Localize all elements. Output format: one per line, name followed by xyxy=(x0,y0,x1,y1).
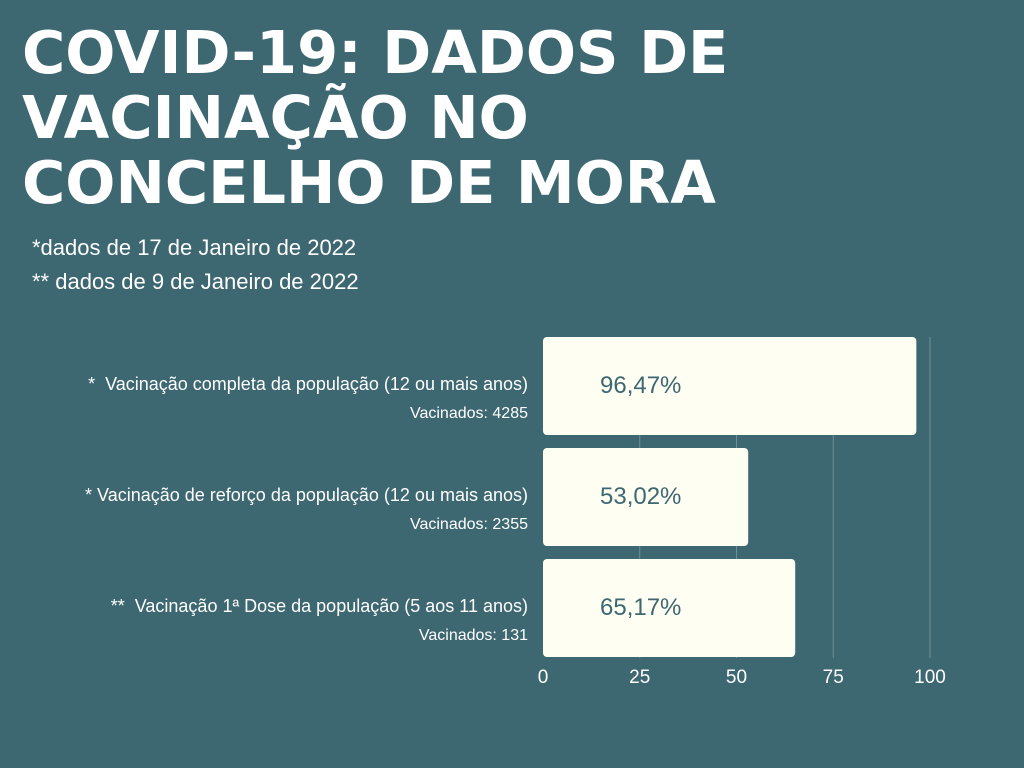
x-tick-label: 50 xyxy=(726,667,747,688)
data-date-note-2: ** dados de 9 de Janeiro de 2022 xyxy=(32,269,359,294)
data-date-note-1: *dados de 17 de Janeiro de 2022 xyxy=(32,235,357,260)
category-label: ** Vacinação 1ª Dose da população (5 aos… xyxy=(111,596,528,616)
title-line-3: CONCELHO DE MORA xyxy=(22,148,716,217)
bar-3 xyxy=(543,559,796,657)
category-vaccinated-count: Vacinados: 131 xyxy=(419,627,528,644)
category-label: * Vacinação completa da população (12 ou… xyxy=(88,374,528,394)
x-tick-label: 100 xyxy=(914,667,946,688)
category-vaccinated-count: Vacinados: 2355 xyxy=(410,516,528,533)
title-line-1: COVID-19: DADOS DE xyxy=(22,18,729,87)
bar-value-label: 96,47% xyxy=(600,372,681,399)
category-label: * Vacinação de reforço da população (12 … xyxy=(85,485,528,505)
bar-value-label: 65,17% xyxy=(600,594,681,621)
title-line-2: VACINAÇÃO NO xyxy=(22,83,529,152)
x-tick-label: 75 xyxy=(823,667,844,688)
x-tick-label: 25 xyxy=(629,667,650,688)
x-tick-label: 0 xyxy=(538,667,549,688)
bar-1 xyxy=(543,337,917,435)
category-vaccinated-count: Vacinados: 4285 xyxy=(410,405,528,422)
page-title: COVID-19: DADOS DE VACINAÇÃO NO CONCELHO… xyxy=(22,20,922,215)
bar-2 xyxy=(543,448,749,546)
bar-value-label: 53,02% xyxy=(600,483,681,510)
